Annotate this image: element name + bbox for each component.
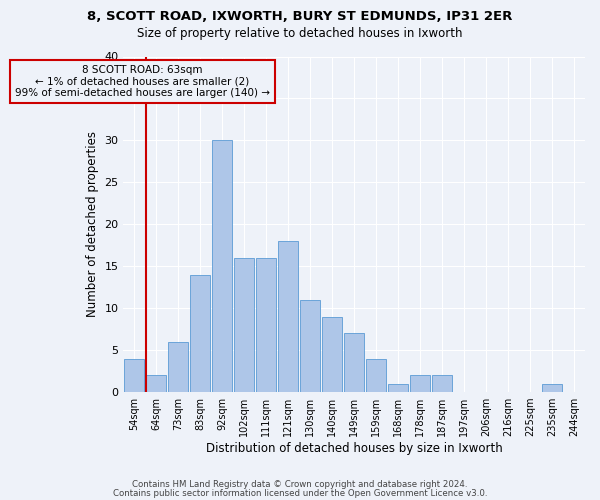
Y-axis label: Number of detached properties: Number of detached properties — [86, 132, 98, 318]
Bar — [410, 376, 430, 392]
X-axis label: Distribution of detached houses by size in Ixworth: Distribution of detached houses by size … — [206, 442, 502, 455]
Bar — [366, 358, 386, 392]
Bar — [542, 384, 562, 392]
Text: Contains HM Land Registry data © Crown copyright and database right 2024.: Contains HM Land Registry data © Crown c… — [132, 480, 468, 489]
Bar — [344, 334, 364, 392]
Bar — [300, 300, 320, 392]
Bar — [432, 376, 452, 392]
Bar — [234, 258, 254, 392]
Text: 8 SCOTT ROAD: 63sqm
← 1% of detached houses are smaller (2)
99% of semi-detached: 8 SCOTT ROAD: 63sqm ← 1% of detached hou… — [15, 65, 270, 98]
Bar — [322, 316, 342, 392]
Bar — [256, 258, 276, 392]
Text: Size of property relative to detached houses in Ixworth: Size of property relative to detached ho… — [137, 28, 463, 40]
Bar — [169, 342, 188, 392]
Text: Contains public sector information licensed under the Open Government Licence v3: Contains public sector information licen… — [113, 488, 487, 498]
Bar — [388, 384, 408, 392]
Bar — [190, 274, 210, 392]
Bar — [212, 140, 232, 392]
Bar — [146, 376, 166, 392]
Bar — [124, 358, 144, 392]
Bar — [278, 241, 298, 392]
Text: 8, SCOTT ROAD, IXWORTH, BURY ST EDMUNDS, IP31 2ER: 8, SCOTT ROAD, IXWORTH, BURY ST EDMUNDS,… — [88, 10, 512, 23]
